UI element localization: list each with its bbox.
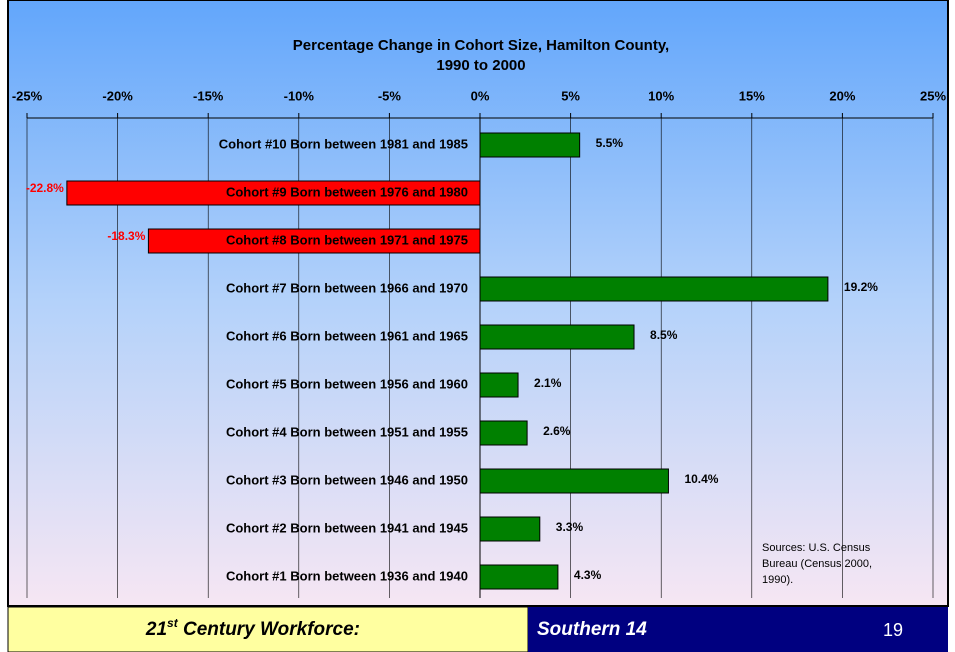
x-tick-label: -5%	[378, 88, 402, 103]
bar	[479, 372, 519, 398]
category-label: Cohort #2 Born between 1941 and 1945	[226, 520, 468, 535]
value-label: 3.3%	[556, 520, 584, 534]
source-note: Sources: U.S. Census	[762, 542, 871, 554]
x-tick-label: -15%	[193, 88, 224, 103]
bar	[479, 276, 829, 302]
x-tick-label: -25%	[12, 88, 43, 103]
footer-left-num: 21	[145, 619, 167, 640]
bar	[66, 180, 481, 206]
bar	[479, 324, 635, 350]
chart-title: 1990 to 2000	[436, 57, 525, 74]
footer-right-box	[528, 607, 948, 652]
category-label: Cohort #5 Born between 1956 and 1960	[226, 376, 468, 391]
category-label: Cohort #3 Born between 1946 and 1950	[226, 472, 468, 487]
category-label: Cohort #10 Born between 1981 and 1985	[219, 136, 468, 151]
x-tick-label: 20%	[829, 88, 855, 103]
value-label: 4.3%	[574, 568, 602, 582]
category-label: Cohort #4 Born between 1951 and 1955	[226, 424, 468, 439]
x-tick-label: 5%	[561, 88, 580, 103]
x-tick-label: 25%	[920, 88, 946, 103]
value-label: 2.6%	[543, 424, 571, 438]
footer-left-rest: Century Workforce:	[178, 619, 360, 640]
category-label: Cohort #9 Born between 1976 and 1980	[226, 184, 468, 199]
bar	[479, 468, 669, 494]
source-note: Bureau (Census 2000,	[762, 558, 872, 570]
category-label: Cohort #7 Born between 1966 and 1970	[226, 280, 468, 295]
plot: -25% -20% -15% -10% -5% 0% 5% 10% 15% 20% 25% 5.5% C…	[12, 88, 946, 598]
x-tick-label: 0%	[471, 88, 490, 103]
page-number: 19	[883, 620, 903, 640]
category-label: Cohort #1 Born between 1936 and 1940	[226, 568, 468, 583]
value-label: 5.5%	[596, 136, 624, 150]
x-tick-label: 15%	[739, 88, 765, 103]
bar	[479, 132, 581, 158]
x-tick-label: -20%	[102, 88, 133, 103]
footer-center: Southern 14	[537, 619, 647, 640]
category-label: Cohort #6 Born between 1961 and 1965	[226, 328, 468, 343]
chart-title: Percentage Change in Cohort Size, Hamilt…	[293, 37, 669, 54]
footer-left-sup: st	[167, 616, 179, 630]
bar	[479, 420, 528, 446]
bar	[479, 564, 559, 590]
x-tick-label: -10%	[284, 88, 315, 103]
value-label: -18.3%	[107, 229, 145, 243]
chart-background	[7, 0, 949, 607]
source-note: 1990).	[762, 574, 793, 586]
footer-left: 21st Century Workforce:	[145, 616, 360, 640]
value-label: 2.1%	[534, 376, 562, 390]
x-tick-label: 10%	[648, 88, 674, 103]
value-label: 8.5%	[650, 328, 678, 342]
bar	[479, 516, 541, 542]
value-label: 19.2%	[844, 280, 878, 294]
category-label: Cohort #8 Born between 1971 and 1975	[226, 232, 468, 247]
value-label: 10.4%	[684, 472, 718, 486]
value-label: -22.8%	[26, 181, 64, 195]
